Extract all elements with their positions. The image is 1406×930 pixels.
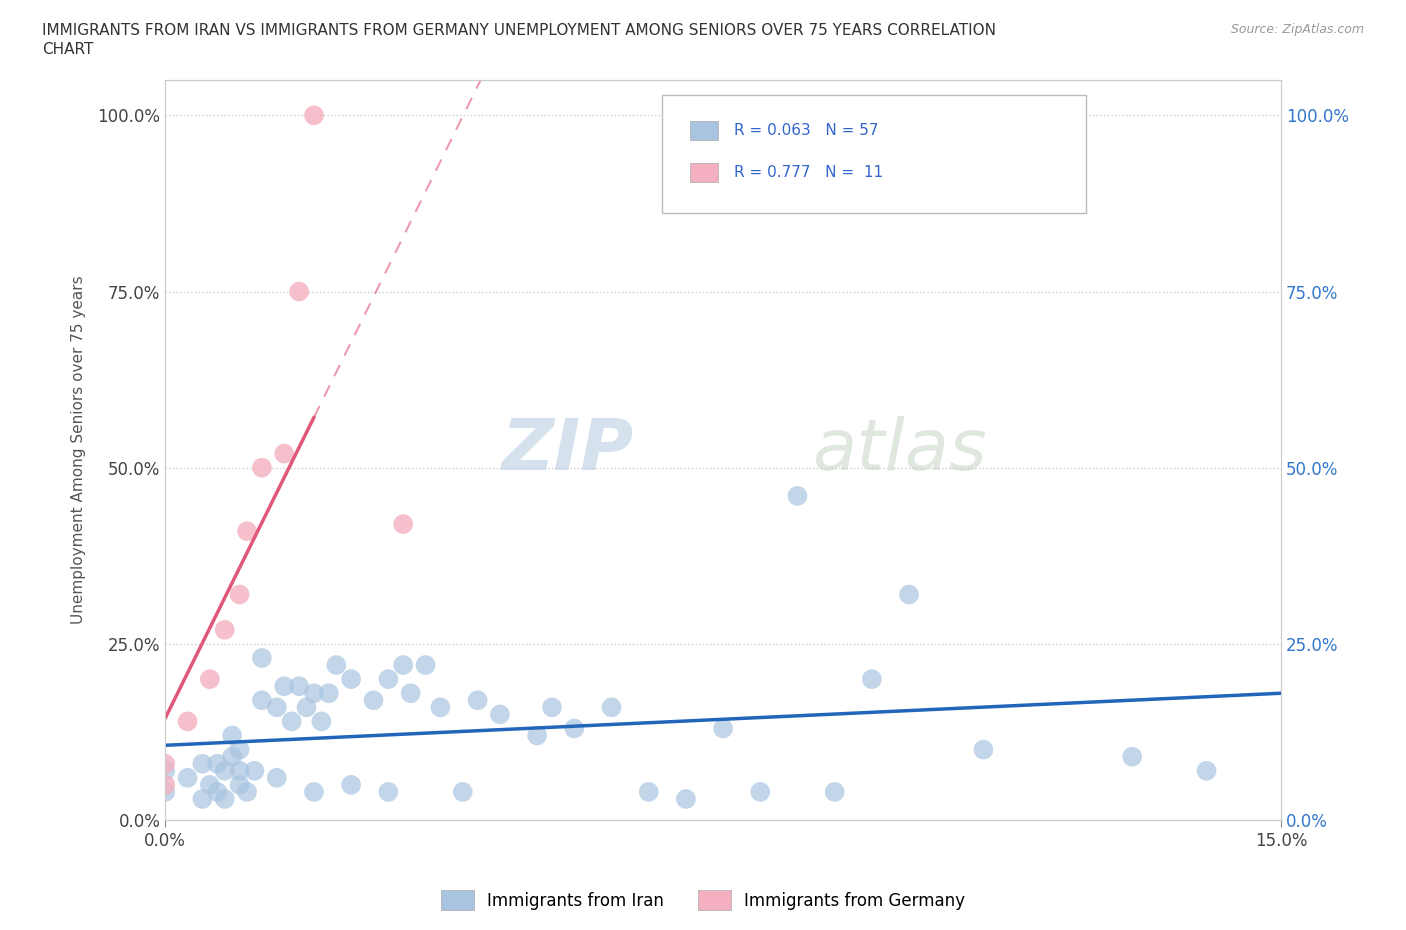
Point — [280, 714, 302, 729]
Legend: Immigrants from Iran, Immigrants from Germany: Immigrants from Iran, Immigrants from Ge… — [434, 884, 972, 917]
Point — [318, 685, 340, 700]
Point — [363, 693, 385, 708]
Point — [1195, 764, 1218, 778]
Point — [749, 785, 772, 800]
Point — [198, 671, 221, 686]
Point — [191, 791, 214, 806]
Point — [392, 517, 415, 532]
Point — [250, 460, 273, 475]
Point — [325, 658, 347, 672]
Point — [250, 651, 273, 666]
Point — [377, 785, 399, 800]
Point — [228, 587, 250, 602]
Point — [266, 700, 288, 715]
Point — [250, 693, 273, 708]
FancyBboxPatch shape — [689, 164, 717, 182]
Point — [198, 777, 221, 792]
Point — [340, 777, 363, 792]
Point — [207, 785, 229, 800]
Point — [288, 284, 311, 299]
Point — [236, 524, 259, 538]
Point — [415, 658, 437, 672]
Text: Source: ZipAtlas.com: Source: ZipAtlas.com — [1230, 23, 1364, 36]
Point — [221, 750, 243, 764]
Text: IMMIGRANTS FROM IRAN VS IMMIGRANTS FROM GERMANY UNEMPLOYMENT AMONG SENIORS OVER : IMMIGRANTS FROM IRAN VS IMMIGRANTS FROM … — [42, 23, 997, 38]
Point — [228, 777, 250, 792]
Text: CHART: CHART — [42, 42, 94, 57]
Point — [786, 488, 808, 503]
Point — [207, 756, 229, 771]
Point — [675, 791, 697, 806]
Point — [191, 756, 214, 771]
Point — [302, 785, 325, 800]
Point — [155, 777, 177, 792]
Point — [972, 742, 994, 757]
Point — [311, 714, 333, 729]
Point — [295, 700, 318, 715]
Point — [399, 685, 422, 700]
Point — [392, 658, 415, 672]
Point — [236, 785, 259, 800]
Text: atlas: atlas — [813, 416, 987, 485]
Point — [429, 700, 451, 715]
Point — [214, 791, 236, 806]
Point — [273, 446, 295, 461]
Text: R = 0.777   N =  11: R = 0.777 N = 11 — [734, 166, 883, 180]
Point — [1121, 750, 1143, 764]
Point — [228, 742, 250, 757]
Point — [467, 693, 489, 708]
Y-axis label: Unemployment Among Seniors over 75 years: Unemployment Among Seniors over 75 years — [72, 276, 86, 624]
Point — [860, 671, 883, 686]
Point — [155, 785, 177, 800]
Point — [155, 756, 177, 771]
Point — [711, 721, 734, 736]
Point — [600, 700, 623, 715]
Point — [340, 671, 363, 686]
Point — [451, 785, 474, 800]
Point — [155, 764, 177, 778]
Point — [489, 707, 512, 722]
Point — [243, 764, 266, 778]
FancyBboxPatch shape — [689, 121, 717, 140]
Point — [302, 108, 325, 123]
Point — [824, 785, 846, 800]
Point — [228, 764, 250, 778]
Point — [562, 721, 585, 736]
Point — [176, 770, 198, 785]
Point — [221, 728, 243, 743]
Point — [266, 770, 288, 785]
Point — [526, 728, 548, 743]
Point — [377, 671, 399, 686]
Point — [898, 587, 921, 602]
Point — [288, 679, 311, 694]
Point — [214, 622, 236, 637]
Text: ZIP: ZIP — [502, 416, 634, 485]
Text: R = 0.063   N = 57: R = 0.063 N = 57 — [734, 123, 879, 138]
Point — [176, 714, 198, 729]
Point — [214, 764, 236, 778]
FancyBboxPatch shape — [662, 95, 1085, 213]
Point — [302, 685, 325, 700]
Point — [541, 700, 564, 715]
Point — [273, 679, 295, 694]
Point — [637, 785, 659, 800]
